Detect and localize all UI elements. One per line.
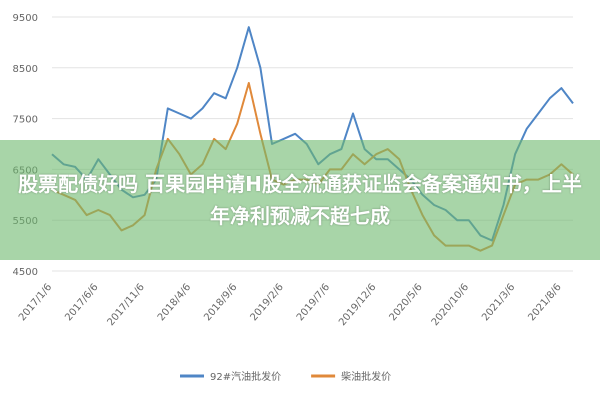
x-tick-label: 2017/1/6	[17, 282, 54, 323]
x-tick-label: 2017/11/6	[106, 282, 147, 328]
banner-text: 股票配债好吗 百果园申请H股全流通获证监会备案通知书，上半年净利预减不超七成	[18, 172, 582, 228]
y-tick-label: 9500	[13, 13, 38, 24]
x-tick-label: 2018/4/6	[156, 282, 193, 323]
x-tick-label: 2021/3/6	[480, 282, 517, 323]
x-tick-label: 2018/9/6	[202, 282, 239, 323]
x-tick-label: 2020/5/6	[387, 282, 424, 323]
legend-label: 柴油批发价	[341, 370, 391, 383]
x-tick-label: 2020/10/6	[430, 282, 471, 328]
x-tick-label: 2019/2/6	[249, 282, 286, 323]
y-tick-label: 8500	[13, 64, 38, 75]
x-tick-label: 2021/8/6	[526, 282, 563, 323]
y-tick-label: 7500	[13, 115, 38, 126]
legend-label: 92#汽油批发价	[210, 370, 281, 383]
y-tick-label: 4500	[13, 267, 38, 278]
x-tick-label: 2019/12/6	[337, 282, 378, 328]
x-tick-label: 2019/7/6	[295, 282, 332, 323]
overlay-banner: 股票配债好吗 百果园申请H股全流通获证监会备案通知书，上半年净利预减不超七成	[0, 140, 600, 260]
x-tick-label: 2017/6/6	[63, 282, 100, 323]
